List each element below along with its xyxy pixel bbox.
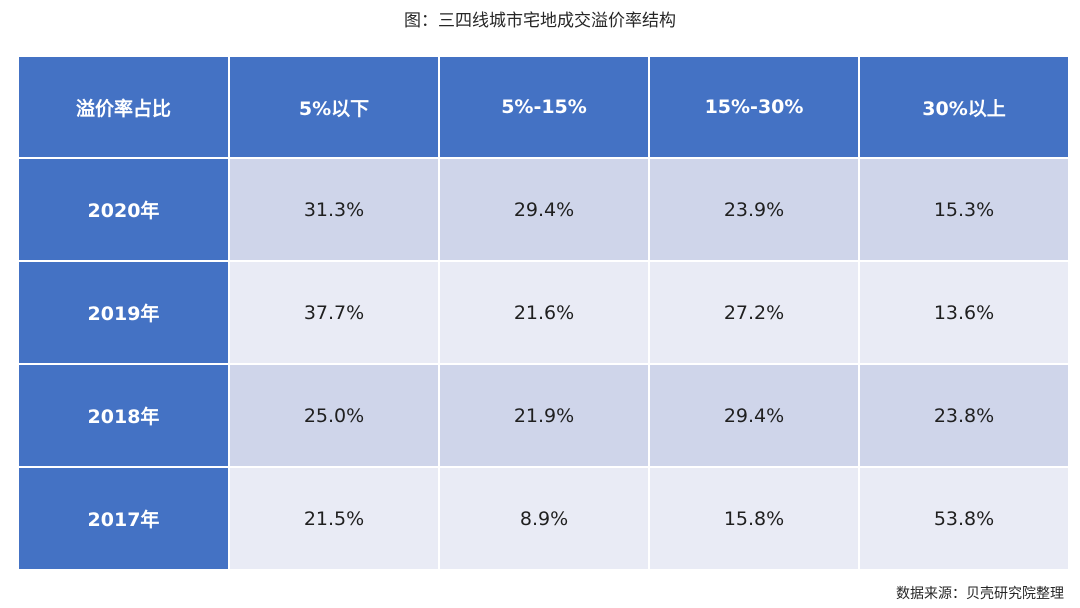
table-row: 2019年 37.7% 21.6% 27.2% 13.6% xyxy=(19,262,1068,363)
table-header-row: 溢价率占比 5%以下 5%-15% 15%-30% 30%以上 xyxy=(19,57,1068,157)
table-cell: 21.5% xyxy=(230,468,438,569)
column-header: 5%-15% xyxy=(440,57,648,157)
table-cell: 23.8% xyxy=(860,365,1068,466)
source-note: 数据来源：贝壳研究院整理 xyxy=(896,586,1064,602)
table-cell: 21.6% xyxy=(440,262,648,363)
table-cell: 37.7% xyxy=(230,262,438,363)
column-header: 溢价率占比 xyxy=(19,57,228,157)
table-cell: 15.8% xyxy=(650,468,858,569)
table-cell: 23.9% xyxy=(650,159,858,260)
chart-title: 图：三四线城市宅地成交溢价率结构 xyxy=(404,11,676,31)
table-cell: 53.8% xyxy=(860,468,1068,569)
table-row: 2020年 31.3% 29.4% 23.9% 15.3% xyxy=(19,159,1068,260)
table-cell: 21.9% xyxy=(440,365,648,466)
table-cell: 27.2% xyxy=(650,262,858,363)
table-cell: 8.9% xyxy=(440,468,648,569)
table-cell: 15.3% xyxy=(860,159,1068,260)
row-header: 2019年 xyxy=(19,262,228,363)
row-header: 2018年 xyxy=(19,365,228,466)
table-cell: 13.6% xyxy=(860,262,1068,363)
column-header: 5%以下 xyxy=(230,57,438,157)
table-row: 2018年 25.0% 21.9% 29.4% 23.8% xyxy=(19,365,1068,466)
column-header: 30%以上 xyxy=(860,57,1068,157)
table-cell: 29.4% xyxy=(440,159,648,260)
row-header: 2017年 xyxy=(19,468,228,569)
table-cell: 25.0% xyxy=(230,365,438,466)
table-cell: 29.4% xyxy=(650,365,858,466)
premium-rate-table: 溢价率占比 5%以下 5%-15% 15%-30% 30%以上 2020年 31… xyxy=(17,55,1070,571)
table-row: 2017年 21.5% 8.9% 15.8% 53.8% xyxy=(19,468,1068,569)
table-cell: 31.3% xyxy=(230,159,438,260)
row-header: 2020年 xyxy=(19,159,228,260)
column-header: 15%-30% xyxy=(650,57,858,157)
